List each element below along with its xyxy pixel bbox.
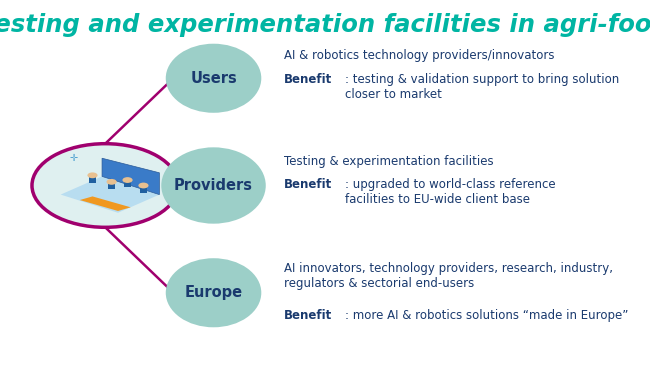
Text: Benefit: Benefit: [283, 309, 332, 322]
Circle shape: [138, 183, 149, 188]
Text: Benefit: Benefit: [283, 73, 332, 86]
Circle shape: [32, 144, 179, 227]
Circle shape: [107, 179, 117, 185]
Bar: [124, 181, 131, 187]
Ellipse shape: [161, 147, 266, 224]
Polygon shape: [60, 176, 159, 213]
Text: Benefit: Benefit: [283, 178, 332, 191]
Text: : testing & validation support to bring solution
closer to market: : testing & validation support to bring …: [344, 73, 619, 101]
Bar: [89, 176, 96, 183]
Text: Testing and experimentation facilities in agri-food: Testing and experimentation facilities i…: [0, 13, 650, 37]
Bar: [140, 186, 147, 193]
Polygon shape: [102, 158, 159, 194]
Polygon shape: [80, 196, 131, 211]
Text: Providers: Providers: [174, 178, 253, 193]
Text: Testing & experimentation facilities: Testing & experimentation facilities: [283, 155, 493, 168]
Text: AI innovators, technology providers, research, industry,
regulators & sectorial : AI innovators, technology providers, res…: [283, 262, 612, 290]
Text: ✛: ✛: [70, 153, 77, 163]
Circle shape: [122, 177, 133, 183]
Text: Europe: Europe: [185, 285, 242, 300]
Text: : upgraded to world-class reference
facilities to EU-wide client base: : upgraded to world-class reference faci…: [344, 178, 555, 206]
Ellipse shape: [166, 258, 261, 327]
Ellipse shape: [166, 44, 261, 113]
Text: Users: Users: [190, 71, 237, 86]
Bar: [109, 183, 115, 189]
Text: : more AI & robotics solutions “made in Europe”: : more AI & robotics solutions “made in …: [344, 309, 628, 322]
Circle shape: [87, 173, 98, 178]
Text: AI & robotics technology providers/innovators: AI & robotics technology providers/innov…: [283, 49, 554, 62]
